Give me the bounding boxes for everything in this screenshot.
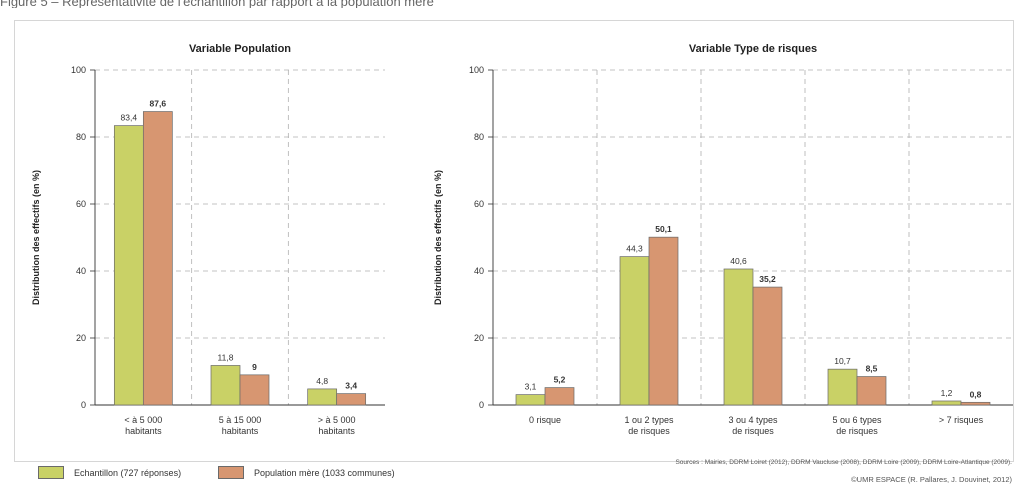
x-tick-label: 1 ou 2 types: [624, 415, 674, 425]
bar-population: [336, 393, 367, 406]
bar-sample: [515, 394, 546, 406]
data-label-population: 35,2: [759, 274, 776, 284]
bar-population: [544, 387, 575, 406]
y-axis-label: Distribution des effectifs (en %): [433, 170, 443, 305]
bar-sample: [307, 388, 338, 406]
y-tick-label: 40: [474, 266, 484, 276]
x-tick-label: 5 ou 6 types: [832, 415, 882, 425]
x-tick-label: habitants: [222, 426, 259, 436]
bar-population: [648, 236, 679, 406]
bar-population: [239, 374, 270, 406]
x-tick-label: > 7 risques: [939, 415, 984, 425]
data-label-sample: 83,4: [121, 113, 138, 123]
y-tick-label: 0: [81, 400, 86, 410]
bar-sample: [827, 368, 858, 406]
x-tick-label: < à 5 000: [124, 415, 162, 425]
data-label-population: 50,1: [655, 224, 672, 234]
data-label-sample: 3,1: [525, 382, 537, 392]
data-label-sample: 10,7: [834, 356, 851, 366]
figure-caption: Figure 5 – Représentativité de l'échanti…: [0, 0, 434, 8]
legend-item-sample: Echantillon (727 réponses): [38, 466, 181, 479]
x-tick-label: de risques: [732, 426, 774, 436]
legend-label-population: Population mère (1033 communes): [254, 467, 395, 478]
legend-swatch-population: [218, 466, 244, 479]
bar-population: [142, 111, 173, 406]
bar-population: [856, 376, 887, 406]
y-tick-label: 100: [71, 65, 86, 75]
y-tick-label: 80: [474, 132, 484, 142]
data-label-sample: 4,8: [316, 376, 328, 386]
y-tick-label: 100: [469, 65, 484, 75]
y-tick-label: 80: [76, 132, 86, 142]
bar-sample: [619, 256, 650, 406]
x-tick-label: habitants: [125, 426, 162, 436]
x-tick-label: de risques: [836, 426, 878, 436]
y-tick-label: 0: [479, 400, 484, 410]
y-tick-label: 60: [474, 199, 484, 209]
data-label-sample: 11,8: [218, 352, 234, 362]
credit-note: ©UMR ESPACE (R. Pallares, J. Douvinet, 2…: [851, 475, 1012, 484]
x-tick-label: 0 risque: [529, 415, 561, 425]
chart-title: Variable Type de risques: [689, 43, 817, 55]
x-tick-label: 5 à 15 000: [219, 415, 262, 425]
x-tick-label: habitants: [318, 426, 355, 436]
data-label-population: 5,2: [554, 375, 566, 385]
legend-label-sample: Echantillon (727 réponses): [74, 467, 182, 478]
bar-sample: [113, 125, 144, 406]
bar-population: [752, 286, 783, 406]
chart-title: Variable Population: [189, 43, 291, 55]
chart-frame: Variable Population Distribution des effe…: [14, 20, 1014, 462]
bar-sample: [931, 400, 962, 406]
data-label-population: 0,8: [970, 389, 982, 399]
data-label-population: 3,4: [345, 381, 357, 391]
data-label-population: 87,6: [150, 99, 167, 109]
x-tick-label: de risques: [628, 426, 670, 436]
x-tick-label: 3 ou 4 types: [728, 415, 778, 425]
data-label-population: 8,5: [866, 364, 878, 374]
x-tick-label: > à 5 000: [318, 415, 356, 425]
y-tick-label: 60: [76, 199, 86, 209]
data-label-sample: 44,3: [626, 244, 643, 254]
y-tick-label: 20: [474, 333, 484, 343]
charts-canvas: Variable Population Distribution des effe…: [31, 43, 1013, 436]
legend-item-population: Population mère (1033 communes): [218, 466, 395, 479]
bar-population: [960, 401, 991, 406]
data-label-sample: 40,6: [730, 256, 747, 266]
bar-sample: [723, 268, 754, 406]
bar-sample: [210, 365, 241, 406]
y-tick-label: 20: [76, 333, 86, 343]
sources-note: Sources : Mairies, DDRM Loiret (2012), D…: [675, 459, 1012, 466]
y-axis-label: Distribution des effectifs (en %): [31, 170, 41, 305]
data-label-sample: 1,2: [941, 388, 953, 398]
legend-swatch-sample: [38, 466, 64, 479]
y-tick-label: 40: [76, 266, 86, 276]
data-label-population: 9: [252, 362, 257, 372]
